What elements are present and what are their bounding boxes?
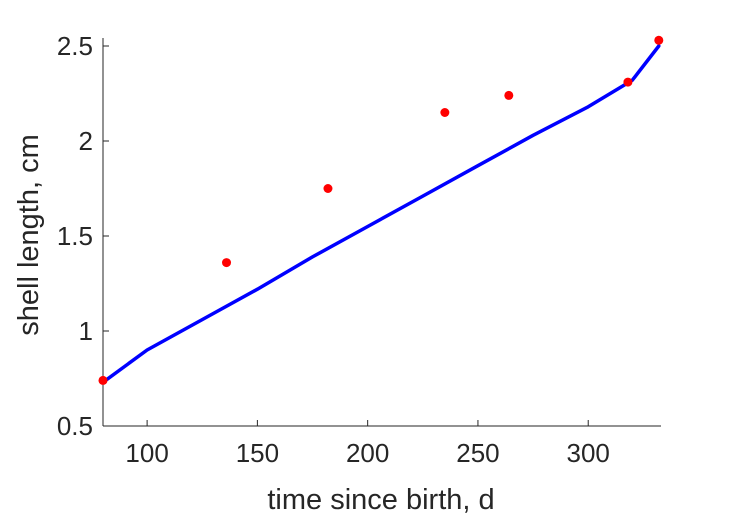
y-tick-label: 0.5 bbox=[57, 411, 93, 441]
data-point bbox=[323, 184, 333, 193]
y-tick-label: 1.5 bbox=[57, 221, 93, 251]
y-tick-label: 1 bbox=[79, 316, 93, 346]
data-point bbox=[222, 258, 232, 268]
x-axis-label: time since birth, d bbox=[267, 484, 494, 516]
x-tick-label: 100 bbox=[125, 438, 168, 468]
data-point bbox=[440, 108, 450, 117]
data-point bbox=[98, 375, 108, 385]
x-tick-label: 200 bbox=[346, 438, 389, 468]
data-point bbox=[623, 77, 633, 87]
series-layer bbox=[98, 35, 664, 385]
y-axis-label: shell length, cm bbox=[13, 134, 45, 336]
x-tick-label: 300 bbox=[567, 438, 610, 468]
axes bbox=[102, 38, 661, 427]
x-tick-label: 150 bbox=[236, 438, 279, 468]
ticks: 100 150 200 250 300 0.5 1 1.5 2 2.5 bbox=[57, 31, 610, 468]
x-tick-label: 250 bbox=[456, 438, 499, 468]
y-tick-label: 2.5 bbox=[57, 31, 93, 61]
data-point bbox=[654, 35, 664, 45]
y-tick-label: 2 bbox=[79, 126, 93, 156]
data-point bbox=[504, 90, 514, 100]
fit-curve bbox=[101, 44, 661, 385]
